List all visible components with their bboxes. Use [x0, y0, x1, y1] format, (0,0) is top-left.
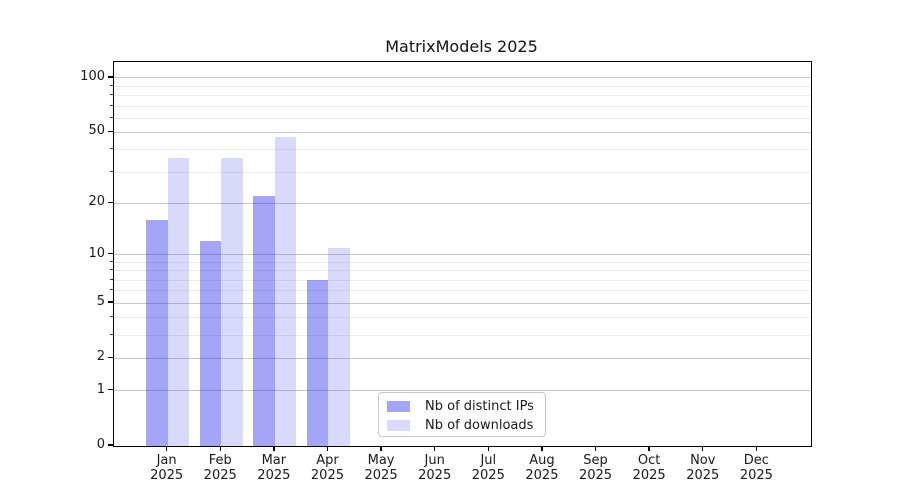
y-tick-label: 5 — [96, 294, 105, 310]
x-tick-mark — [433, 446, 436, 452]
gridline-major — [114, 77, 811, 79]
bar-ips-mar — [253, 195, 275, 446]
gridline-major — [114, 254, 811, 256]
x-tick-label: Jun 2025 — [418, 453, 452, 483]
bar-ips-feb — [199, 241, 222, 446]
legend-label-distinct-ips: Nb of distinct IPs — [425, 398, 534, 414]
bar-downloads-jan — [167, 158, 190, 446]
y-minor-tick-mark — [110, 116, 113, 118]
legend-item-distinct-ips: Nb of distinct IPs — [387, 397, 545, 416]
chart-title: MatrixModels 2025 — [385, 37, 538, 56]
x-tick-mark — [165, 446, 168, 452]
x-tick-mark — [648, 446, 650, 452]
plot-area: Nb of distinct IPs Nb of downloads — [113, 61, 812, 447]
y-minor-tick-mark — [110, 148, 113, 150]
gridline-minor — [114, 290, 811, 292]
x-tick-mark — [380, 446, 382, 452]
y-tick-label: 10 — [88, 245, 105, 261]
x-tick-label: Jul 2025 — [471, 453, 505, 483]
y-tick-mark — [108, 444, 113, 446]
x-tick-mark — [326, 446, 329, 452]
x-tick-mark — [487, 446, 489, 452]
gridline-minor — [114, 85, 811, 87]
gridline-minor — [114, 171, 811, 173]
legend-swatch-downloads — [387, 420, 410, 431]
gridline-minor — [114, 279, 811, 281]
gridline-minor — [114, 334, 811, 336]
x-tick-label: May 2025 — [364, 453, 398, 483]
y-minor-tick-mark — [110, 84, 113, 86]
y-tick-label: 20 — [88, 194, 105, 210]
x-tick-mark — [273, 446, 275, 452]
gridline-major — [114, 390, 811, 392]
y-tick-label: 2 — [96, 349, 105, 365]
gridline-minor — [114, 261, 811, 263]
gridline-major — [114, 131, 811, 133]
x-tick-mark — [702, 446, 704, 452]
legend-swatch-distinct-ips — [387, 401, 410, 412]
y-tick-mark — [108, 253, 113, 255]
legend-item-downloads: Nb of downloads — [387, 416, 545, 435]
y-minor-tick-mark — [110, 333, 113, 335]
y-minor-tick-mark — [110, 316, 113, 318]
gridline-minor — [114, 270, 811, 272]
gridline-major — [114, 202, 811, 204]
gridline-minor — [114, 317, 811, 319]
y-minor-tick-mark — [110, 260, 113, 262]
legend-label-downloads: Nb of downloads — [425, 417, 534, 433]
x-tick-label: Feb 2025 — [203, 453, 237, 483]
x-tick-label: Oct 2025 — [632, 453, 666, 483]
y-tick-label: 100 — [80, 68, 105, 84]
x-tick-mark — [541, 446, 543, 452]
y-tick-mark — [108, 201, 113, 203]
gridline-major — [114, 357, 811, 359]
gridline-minor — [114, 105, 811, 107]
x-tick-label: Aug 2025 — [525, 453, 559, 483]
x-tick-label: Dec 2025 — [739, 453, 773, 483]
bar-downloads-apr — [328, 247, 350, 446]
x-tick-label: Nov 2025 — [686, 453, 720, 483]
y-tick-label: 1 — [96, 381, 105, 397]
x-tick-mark — [755, 446, 758, 452]
y-tick-mark — [108, 301, 113, 303]
bar-downloads-mar — [274, 137, 297, 446]
gridline-minor — [114, 95, 811, 97]
x-tick-label: Sep 2025 — [578, 453, 613, 483]
bar-ips-apr — [306, 280, 329, 446]
x-tick-mark — [219, 446, 221, 452]
y-minor-tick-mark — [110, 278, 113, 280]
y-minor-tick-mark — [110, 170, 113, 172]
gridline-minor — [114, 149, 811, 151]
y-tick-label: 50 — [88, 123, 105, 139]
x-tick-label: Jan 2025 — [150, 453, 184, 483]
y-minor-tick-mark — [110, 269, 113, 271]
y-tick-mark — [108, 356, 113, 359]
y-tick-label: 0 — [96, 437, 105, 452]
y-minor-tick-mark — [110, 94, 113, 96]
y-minor-tick-mark — [110, 289, 113, 291]
bar-downloads-feb — [221, 158, 243, 446]
y-tick-mark — [108, 76, 113, 78]
y-tick-mark — [108, 389, 113, 391]
x-tick-label: Mar 2025 — [257, 453, 291, 483]
y-tick-mark — [108, 130, 113, 133]
legend: Nb of distinct IPs Nb of downloads — [378, 392, 546, 437]
x-tick-mark — [594, 446, 597, 452]
y-minor-tick-mark — [110, 104, 113, 106]
gridline-major — [114, 302, 811, 304]
bar-ips-jan — [146, 220, 168, 446]
x-tick-label: Apr 2025 — [310, 453, 344, 483]
gridline-minor — [114, 117, 811, 119]
